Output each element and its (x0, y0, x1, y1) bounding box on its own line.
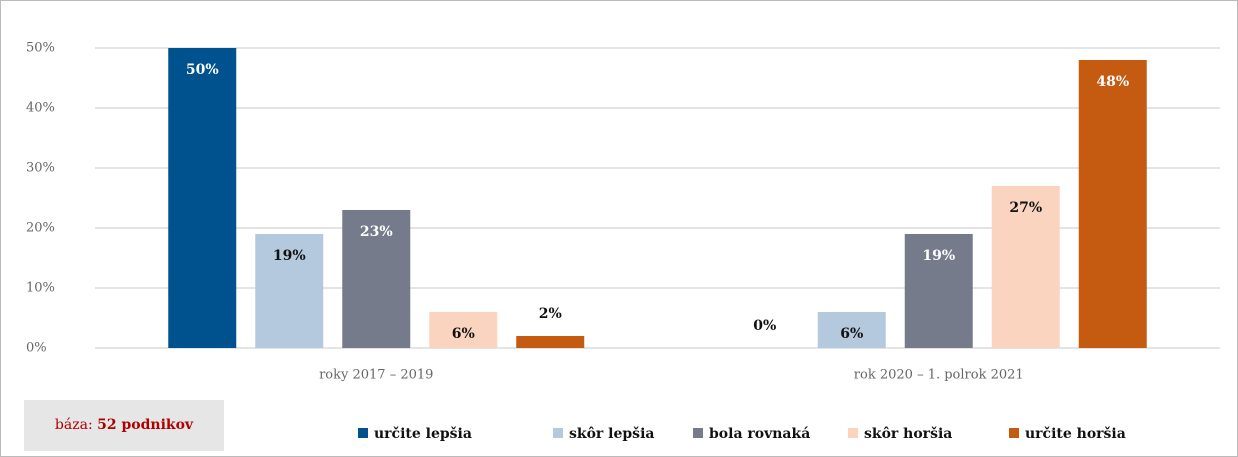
note-value: 52 podnikov (97, 417, 194, 433)
bar (817, 312, 886, 348)
x-tick-label: roky 2017 – 2019 (319, 368, 433, 383)
value-label: 6% (840, 326, 863, 342)
y-tick-label: 30% (26, 161, 55, 176)
legend-label: určite horšia (1025, 426, 1126, 442)
bar (516, 336, 585, 348)
value-label: 0% (753, 318, 776, 334)
legend-label: bola rovnaká (709, 426, 810, 442)
value-label: 19% (273, 248, 306, 264)
note-box (24, 400, 224, 451)
legend-swatch (848, 428, 858, 438)
bar (991, 186, 1060, 348)
x-tick-label: rok 2020 – 1. polrok 2021 (854, 368, 1024, 383)
y-tick-label: 0% (26, 341, 47, 356)
y-tick-label: 10% (26, 281, 55, 296)
value-label: 6% (452, 326, 475, 342)
legend-swatch (553, 428, 563, 438)
legend-swatch (1009, 428, 1019, 438)
legend-swatch (693, 428, 703, 438)
bar (168, 48, 237, 348)
bar (1078, 60, 1147, 348)
value-label: 50% (186, 62, 219, 78)
value-label: 2% (539, 306, 562, 322)
bar (342, 210, 411, 348)
y-tick-label: 40% (26, 101, 55, 116)
value-label: 48% (1096, 74, 1129, 90)
bar (904, 234, 973, 348)
legend-label: určite lepšia (374, 426, 472, 442)
y-tick-label: 20% (26, 221, 55, 236)
y-tick-label: 50% (26, 41, 55, 56)
value-label: 27% (1009, 200, 1042, 216)
legend-label: skôr lepšia (569, 426, 654, 442)
value-label: 19% (922, 248, 955, 264)
bar (429, 312, 498, 348)
legend-swatch (358, 428, 368, 438)
bar (255, 234, 324, 348)
note: báza: 52 podnikov (55, 417, 194, 433)
value-label: 23% (360, 224, 393, 240)
legend-label: skôr horšia (864, 426, 952, 442)
note-label: báza: (55, 417, 93, 433)
